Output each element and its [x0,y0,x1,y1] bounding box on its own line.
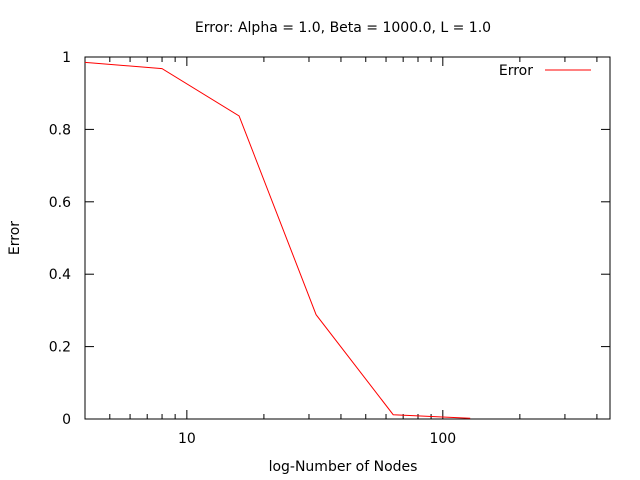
y-tick-label: 1 [62,50,71,66]
y-axis: 0 0.2 0.4 0.6 0.8 1 [49,50,610,428]
chart-title: Error: Alpha = 1.0, Beta = 1000.0, L = 1… [195,20,491,36]
y-axis-label: Error [7,221,23,255]
legend-label: Error [499,63,533,79]
y-tick-label: 0.8 [49,122,71,138]
x-tick-label: 100 [429,431,456,447]
plot-area: 0 0.2 0.4 0.6 0.8 1 10 100 [49,50,611,447]
series-line-error [84,61,471,419]
y-tick-label: 0.4 [49,267,71,283]
legend: Error [499,63,591,79]
y-tick-label: 0 [62,412,71,428]
y-tick-label: 0.2 [49,340,71,356]
x-tick-label: 10 [178,431,196,447]
series-layer [84,61,471,419]
x-axis-label: log-Number of Nodes [269,459,418,475]
x-axis: 10 100 [84,57,598,447]
y-tick-label: 0.6 [49,195,71,211]
plot-frame [84,56,611,420]
